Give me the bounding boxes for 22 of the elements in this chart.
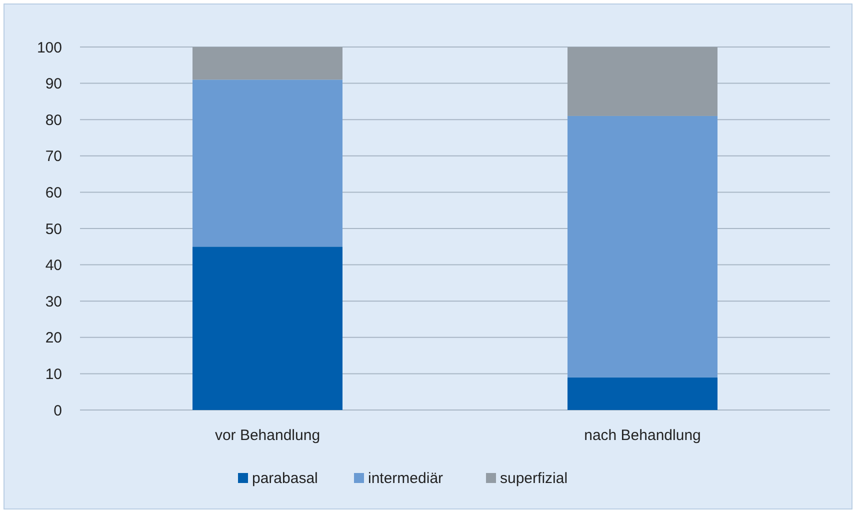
bar xyxy=(568,377,718,410)
bar xyxy=(192,80,342,247)
y-tick-label: 60 xyxy=(45,184,62,202)
y-tick-label: 30 xyxy=(45,293,62,310)
y-tick-label: 70 xyxy=(45,148,62,166)
y-tick-label: 80 xyxy=(45,112,62,129)
legend-label: superfizial xyxy=(500,470,568,487)
legend-label: intermediär xyxy=(368,470,444,487)
y-tick-label: 50 xyxy=(45,220,62,238)
y-tick-label: 40 xyxy=(45,257,62,274)
bar xyxy=(568,116,718,378)
y-tick-label: 20 xyxy=(45,330,62,347)
x-tick-label: vor Behandlung xyxy=(214,427,320,444)
y-tick-label: 100 xyxy=(36,39,62,56)
bar xyxy=(192,47,342,80)
x-tick-label: nach Behandlung xyxy=(584,427,701,444)
bar xyxy=(568,47,718,116)
y-tick-label: 90 xyxy=(45,76,62,93)
y-tick-label: 0 xyxy=(54,402,62,420)
legend-label: parabasal xyxy=(252,470,318,487)
y-tick-label: 10 xyxy=(45,366,62,383)
bar xyxy=(192,246,342,410)
